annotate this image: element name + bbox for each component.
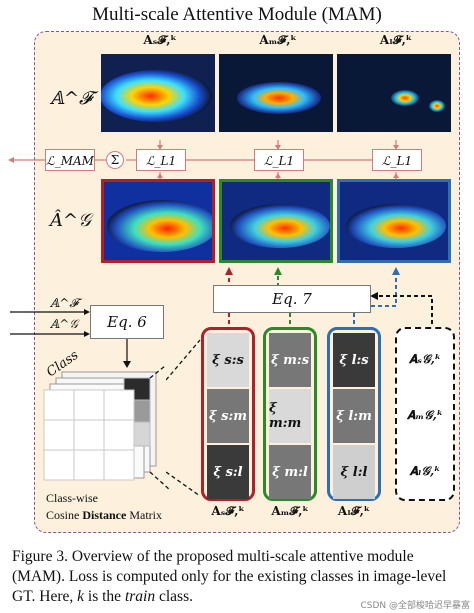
loss-l1-l: ℒ_L1 [372, 149, 422, 171]
loss-l1-m: ℒ_L1 [254, 149, 304, 171]
diagram-title: Multi-scale Attentive Module (MAM) [92, 4, 382, 25]
distance-matrix [43, 366, 170, 491]
matrix-label-2: Cosine Distance Matrix [46, 508, 163, 522]
heatmap-top-s [101, 54, 215, 132]
eq6-box: Eq. 6 [90, 305, 164, 339]
bottom-head-l: 𝐀ₗ𝓕,ᵏ [337, 504, 371, 518]
g-head-m: 𝐀ₘ𝒢,ᵏ [406, 407, 444, 422]
eq7-box: Eq. 7 [213, 285, 371, 313]
xi-cell: ξ l:m [333, 389, 375, 443]
heatmap-mid-m [219, 179, 333, 263]
loss-l1-s: ℒ_L1 [136, 149, 186, 171]
eq6-arrows [10, 309, 131, 368]
xi-cell: ξ m:s [269, 333, 311, 387]
xi-cell: ξ s:l [207, 445, 249, 499]
g-head-l: 𝐀ₗ𝒢,ᵏ [409, 463, 441, 478]
row-label-a-g-hat: Â^𝒢 [50, 210, 91, 231]
loss-arrows [8, 140, 399, 179]
matrix-dashed-link [166, 339, 201, 497]
g-head-s: 𝐀ₛ𝒢,ᵏ [408, 351, 442, 366]
xi-cell: ξ m:m [269, 389, 311, 443]
row-label-a-f: 𝔸^𝓕 [50, 88, 93, 109]
xi-column-l: ξ l:s ξ l:m ξ l:l [327, 327, 381, 501]
head-a-s-f: 𝐀ₛ𝓕,ᵏ [143, 33, 177, 47]
head-a-l-f: 𝐀ₗ𝓕,ᵏ [379, 33, 413, 47]
heatmap-top-l [337, 54, 451, 132]
head-a-m-f: 𝐀ₘ𝓕,ᵏ [259, 33, 297, 47]
heatmap-mid-l [337, 179, 451, 263]
figure-caption: Figure 3. Overview of the proposed multi… [12, 548, 447, 605]
bottom-head-s: 𝐀ₛ𝓕,ᵏ [211, 504, 245, 518]
xi-cell: ξ s:s [207, 333, 249, 387]
heatmap-mid-s [101, 179, 215, 263]
a-g-column: 𝐀ₛ𝒢,ᵏ 𝐀ₘ𝒢,ᵏ 𝐀ₗ𝒢,ᵏ [395, 327, 455, 501]
bottom-head-m: 𝐀ₘ𝓕,ᵏ [271, 504, 309, 518]
xi-column-m: ξ m:s ξ m:m ξ m:l [263, 327, 317, 501]
matrix-label-1: Class-wise [46, 491, 98, 505]
xi-cell: ξ m:l [269, 445, 311, 499]
xi-cell: ξ l:l [333, 445, 375, 499]
xi-column-s: ξ s:s ξ s:m ξ s:l [201, 327, 255, 501]
xi-cell: ξ l:s [333, 333, 375, 387]
watermark: CSDN @全部梭哈迟早暴富 [360, 601, 470, 611]
sum-node: Σ [106, 151, 124, 169]
xi-cell: ξ s:m [207, 389, 249, 443]
heatmap-top-m [219, 54, 333, 132]
loss-mam: ℒ_MAM [45, 149, 95, 171]
input-a-f: 𝔸^𝓕 [50, 296, 79, 310]
input-a-g: 𝔸^𝒢 [50, 317, 78, 331]
